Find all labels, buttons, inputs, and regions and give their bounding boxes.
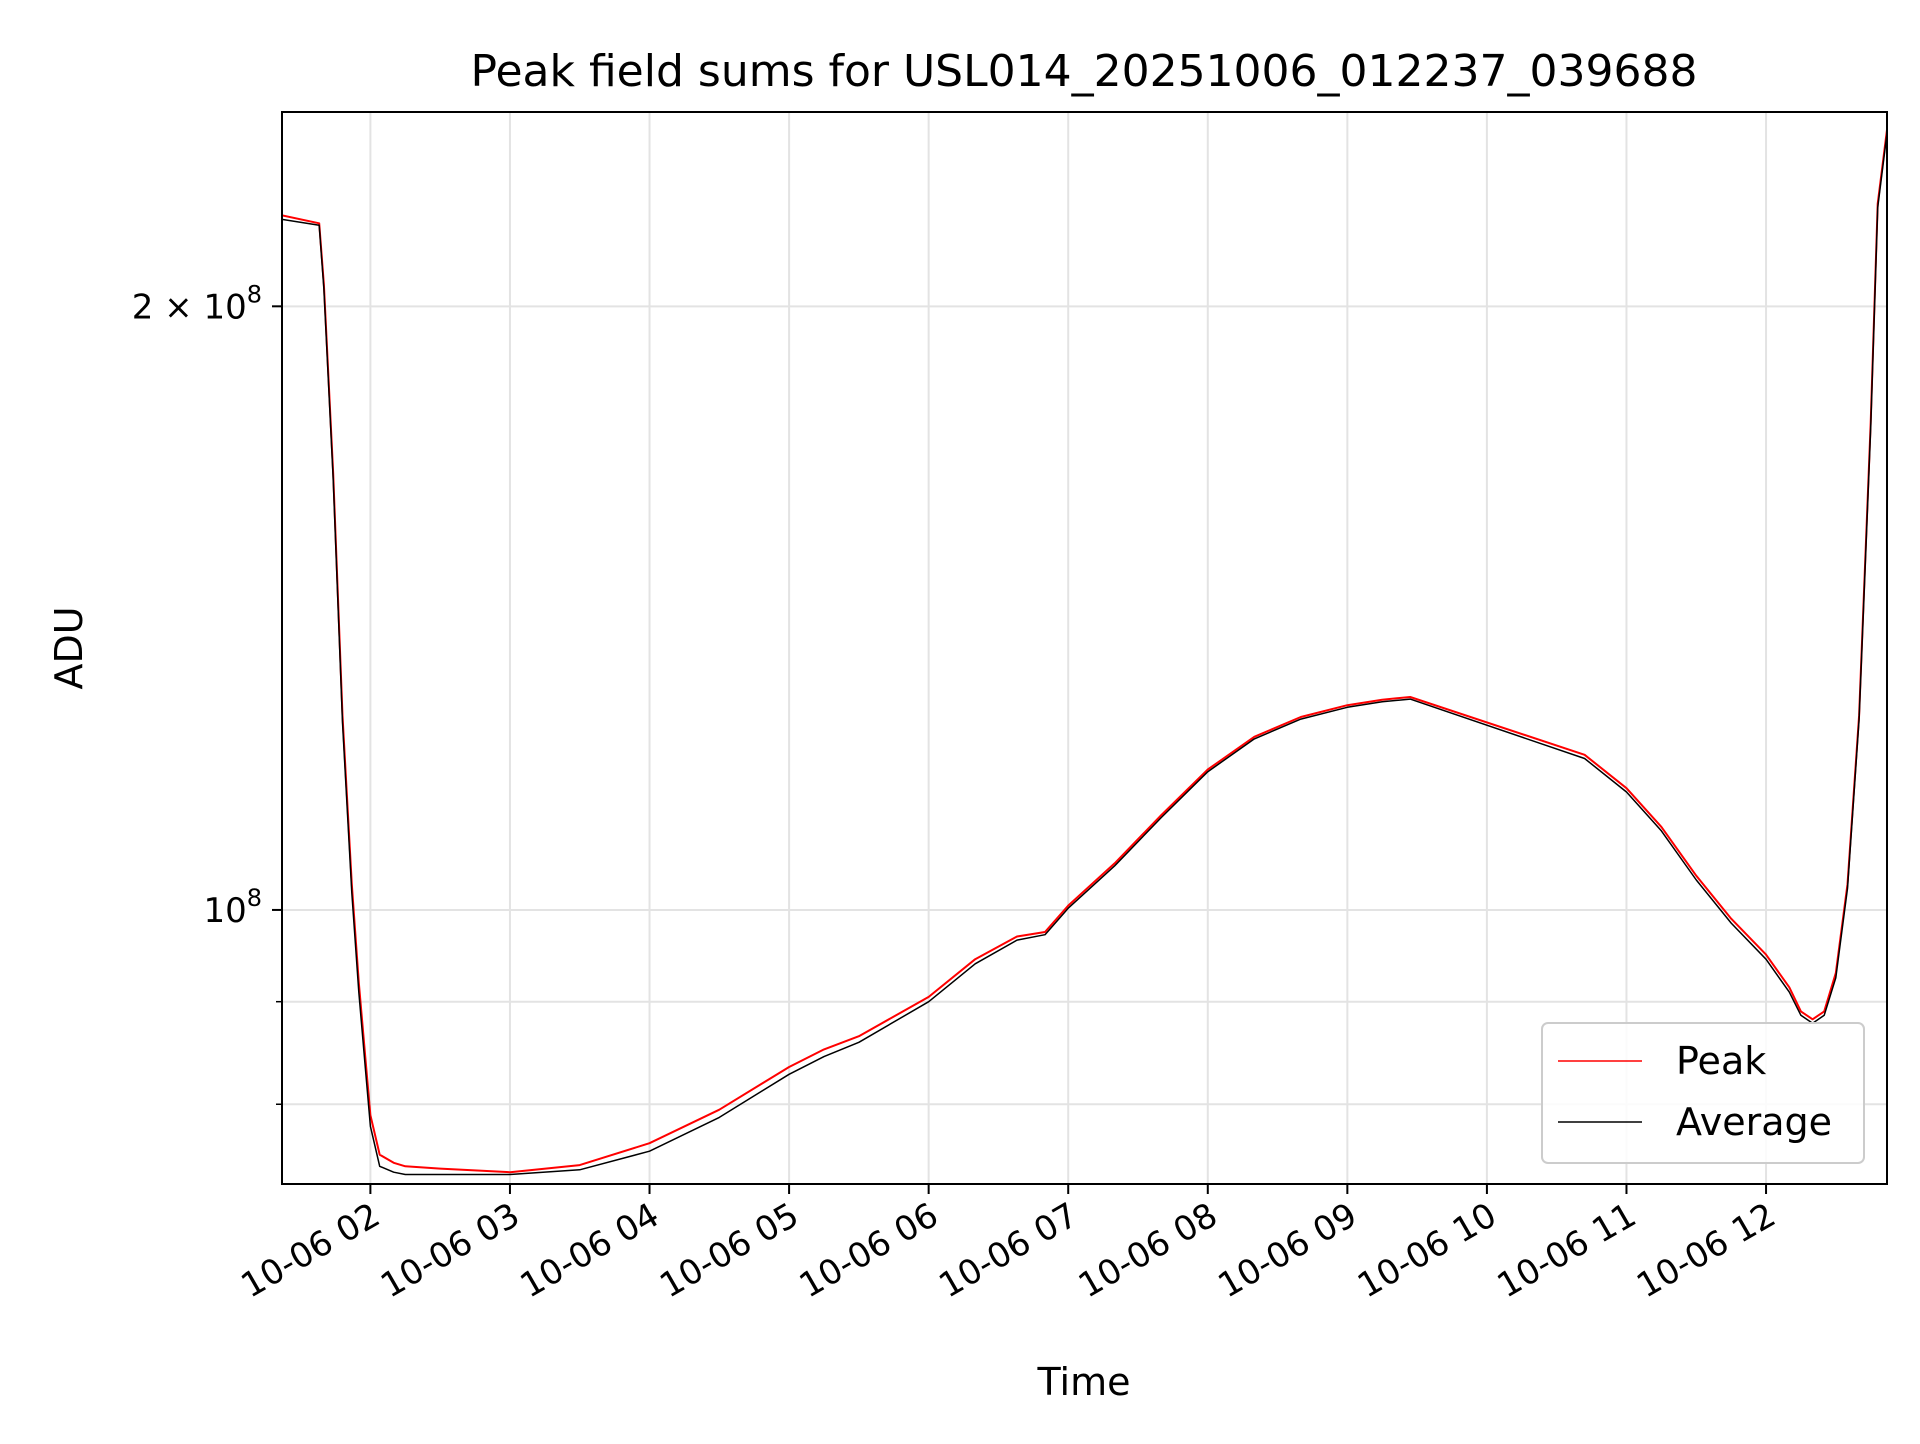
- chart-title: Peak field sums for USL014_20251006_0122…: [471, 46, 1698, 97]
- x-tick-label: 10-06 07: [932, 1195, 1084, 1306]
- legend: Peak Average: [1541, 1022, 1865, 1164]
- x-tick-label: 10-06 10: [1351, 1195, 1503, 1306]
- y-axis-label: ADU: [47, 606, 91, 689]
- x-tick-label: 10-06 12: [1630, 1195, 1782, 1306]
- series-line-peak: [282, 129, 1887, 1174]
- x-tick-label: 10-06 06: [793, 1195, 945, 1306]
- y-tick-label: 108: [203, 884, 262, 931]
- y-tick-label: 2 × 108: [132, 280, 262, 327]
- x-tick-label: 10-06 02: [234, 1195, 386, 1306]
- legend-peak-label: Peak: [1676, 1039, 1766, 1083]
- legend-average-label: Average: [1676, 1100, 1832, 1144]
- x-axis-label: Time: [1037, 1360, 1131, 1404]
- y-axis-ticks: 108 2 × 108: [132, 280, 282, 1106]
- x-tick-label: 10-06 08: [1072, 1195, 1224, 1306]
- x-tick-label: 10-06 03: [374, 1195, 526, 1306]
- series-lines: [282, 129, 1887, 1176]
- x-tick-label: 10-06 04: [514, 1195, 666, 1306]
- series-line-average: [282, 133, 1887, 1176]
- plot-frame: [281, 111, 1888, 1185]
- x-tick-label: 10-06 09: [1211, 1195, 1363, 1306]
- x-tick-label: 10-06 05: [653, 1195, 805, 1306]
- x-tick-label: 10-06 11: [1491, 1195, 1643, 1306]
- legend-box: [1541, 1022, 1865, 1164]
